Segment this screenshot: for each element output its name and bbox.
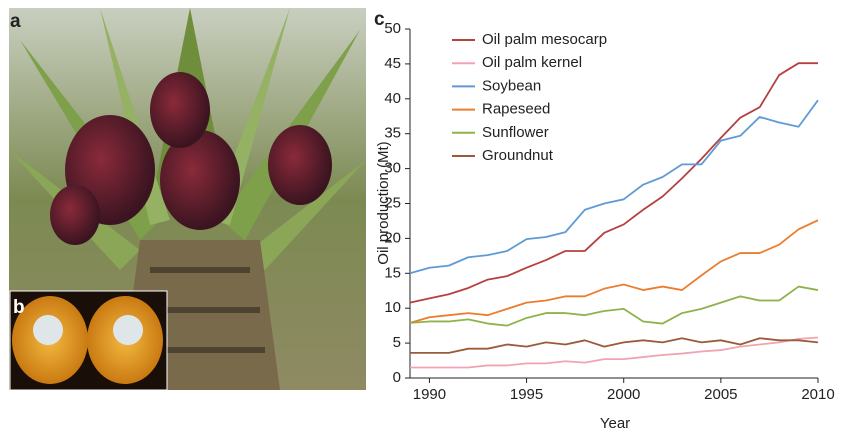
y-tick-label: 35 (384, 125, 401, 142)
x-tick-label: 2005 (704, 386, 737, 403)
series-line (410, 63, 818, 302)
legend-label: Rapeseed (482, 101, 550, 118)
panel-label: b (13, 297, 25, 318)
legend-label: Oil palm kernel (482, 54, 582, 71)
legend-label: Sunflower (482, 124, 549, 141)
legend-label: Groundnut (482, 147, 554, 164)
x-tick-label: 2000 (607, 386, 640, 403)
x-tick-label: 2010 (801, 386, 834, 403)
y-tick-label: 50 (384, 20, 401, 37)
y-tick-label: 10 (384, 299, 401, 316)
x-tick-label: 1995 (510, 386, 543, 403)
figure: a b c Oil production (Mt) Year 051015202… (0, 0, 847, 433)
y-tick-label: 45 (384, 55, 401, 72)
y-tick-label: 25 (384, 194, 401, 211)
photo-b (10, 291, 167, 390)
panel-label: a (10, 11, 21, 32)
y-tick-label: 0 (393, 369, 401, 386)
series-line (410, 338, 818, 368)
series-line (410, 220, 818, 323)
y-tick-label: 5 (393, 334, 401, 351)
legend-label: Soybean (482, 77, 541, 94)
legend-label: Oil palm mesocarp (482, 31, 607, 48)
x-axis-label: Year (600, 415, 630, 432)
y-tick-label: 40 (384, 90, 401, 107)
y-tick-label: 15 (384, 264, 401, 281)
series-line (410, 287, 818, 326)
y-tick-label: 20 (384, 229, 401, 246)
x-tick-label: 1990 (413, 386, 446, 403)
y-tick-label: 30 (384, 160, 401, 177)
series-line (410, 100, 818, 273)
